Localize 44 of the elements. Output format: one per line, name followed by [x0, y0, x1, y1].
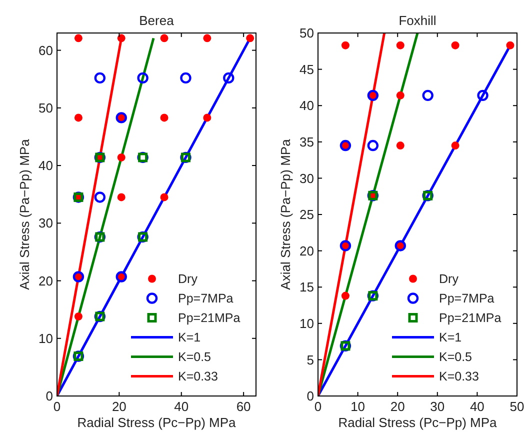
y-tick-label: 10 — [300, 316, 314, 331]
legend-label: K=1 — [178, 330, 201, 345]
legend-label: K=0.5 — [439, 350, 472, 364]
legend-label: Pp=7MPa — [439, 292, 494, 306]
y-tick-label: 40 — [38, 158, 53, 174]
y-tick-label: 45 — [300, 62, 314, 77]
y-tick-label: 40 — [300, 98, 314, 114]
y-tick-label: 0 — [306, 388, 314, 404]
y-tick-label: 20 — [38, 273, 53, 288]
legend-label: Dry — [178, 272, 198, 286]
y-tick-label: 60 — [38, 42, 53, 58]
y-tick-label: 15 — [300, 280, 314, 295]
legend-label: K=0.33 — [178, 370, 218, 384]
x-axis-title: Radial Stress (Pc−Pp) MPa — [338, 415, 498, 430]
y-tick-label: 25 — [300, 207, 314, 222]
x-tick-label: 50 — [510, 399, 524, 414]
y-tick-label: 0 — [46, 388, 53, 404]
x-tick-label: 20 — [112, 399, 126, 414]
y-axis-title: Axial Stress (Pa−Pp) MPa — [278, 138, 293, 290]
x-tick-label: 40 — [174, 399, 189, 414]
x-tick-label: 60 — [236, 399, 251, 414]
y-axis-title: Axial Stress (Pa−Pp) MPa — [17, 138, 32, 290]
x-tick-label: 30 — [430, 399, 445, 414]
x-tick-label: 10 — [350, 399, 366, 414]
y-tick-label: 50 — [300, 26, 314, 41]
legend-label: K=0.5 — [178, 350, 212, 364]
y-tick-label: 10 — [38, 330, 53, 346]
chart-title: Berea — [139, 13, 175, 28]
chart-title: Foxhill — [398, 13, 436, 28]
legend-label: K=1 — [439, 330, 462, 345]
x-axis-title: Radial Stress (Pc−Pp) MPa — [77, 415, 237, 430]
legend-label: K=0.33 — [439, 370, 480, 384]
legend-label: Pp=21MPa — [178, 311, 240, 326]
y-tick-label: 30 — [300, 170, 314, 186]
y-tick-label: 50 — [38, 100, 53, 116]
y-tick-label: 5 — [306, 352, 314, 368]
y-tick-label: 20 — [300, 243, 314, 258]
legend-label: Pp=7MPa — [178, 292, 234, 306]
x-tick-label: 20 — [390, 399, 405, 414]
legend-label: Pp=21MPa — [439, 311, 502, 326]
legend-label: Dry — [439, 272, 460, 286]
y-tick-label: 35 — [300, 134, 314, 150]
y-tick-label: 30 — [38, 216, 53, 231]
x-tick-label: 40 — [470, 399, 484, 414]
